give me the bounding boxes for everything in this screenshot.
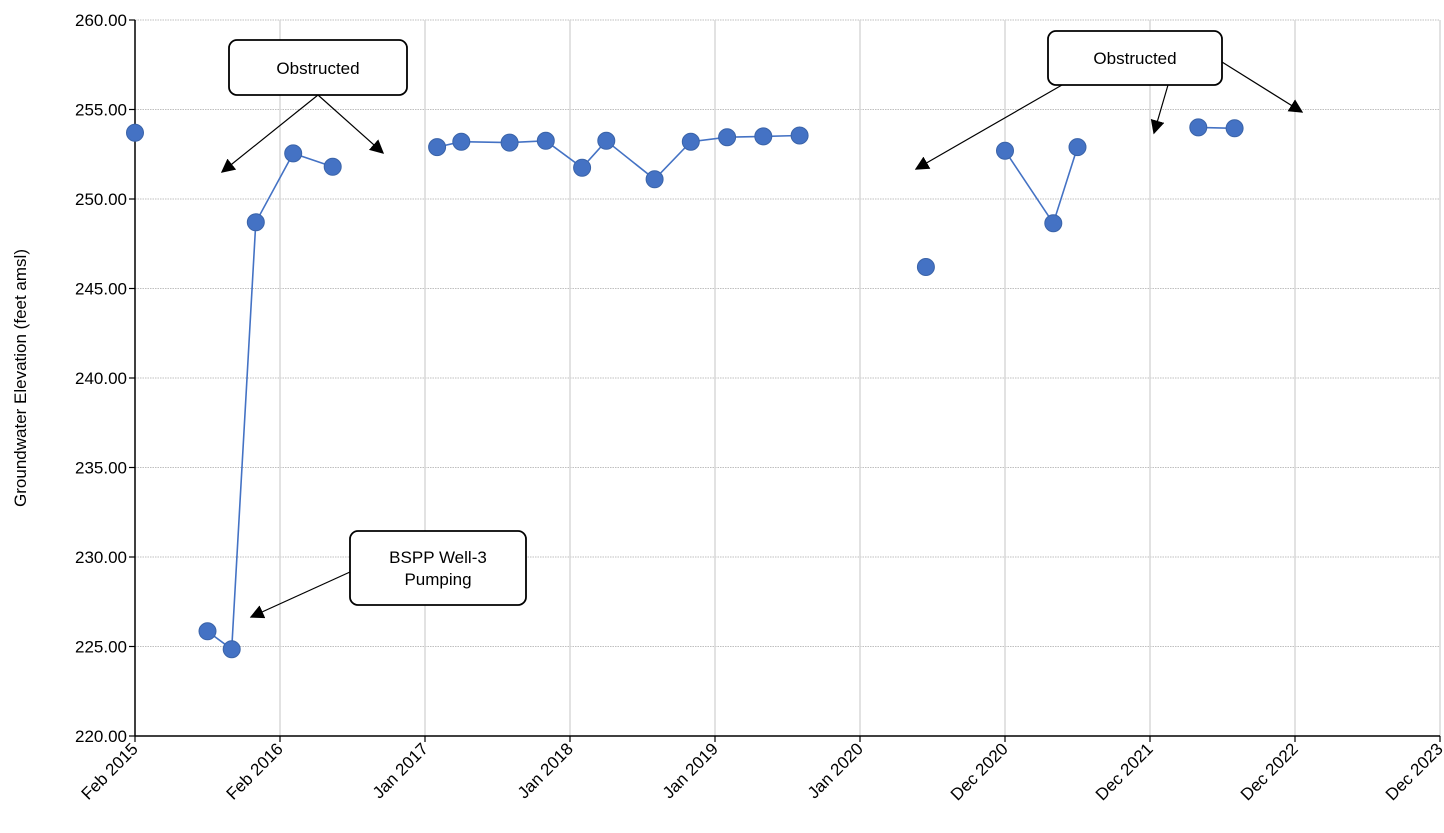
data-point bbox=[1044, 214, 1063, 233]
annotation-label: Obstructed bbox=[1093, 49, 1176, 68]
annotations: Obstructed Obstructed BSPP Well-3 Pumping bbox=[220, 30, 1304, 619]
data-point bbox=[428, 138, 447, 157]
x-tick-label: Feb 2016 bbox=[223, 739, 287, 803]
x-tick-label: Jan 2020 bbox=[804, 739, 867, 802]
data-point bbox=[790, 126, 809, 145]
y-axis-label: Groundwater Elevation (feet amsl) bbox=[11, 249, 30, 507]
y-tick-label: 225.00 bbox=[75, 638, 127, 657]
x-tick-label: Dec 2023 bbox=[1382, 739, 1444, 804]
annotation-label: Obstructed bbox=[276, 59, 359, 78]
data-point bbox=[500, 133, 519, 152]
obstructed-callout-1: Obstructed bbox=[220, 39, 408, 173]
data-point bbox=[536, 131, 555, 150]
y-tick-label: 260.00 bbox=[75, 11, 127, 30]
data-point bbox=[198, 622, 217, 641]
y-tick-label: 255.00 bbox=[75, 101, 127, 120]
data-point bbox=[222, 640, 241, 659]
x-tick-label: Jan 2019 bbox=[659, 739, 722, 802]
data-point bbox=[718, 128, 737, 147]
data-point bbox=[573, 158, 592, 177]
gridlines bbox=[135, 19, 1441, 736]
series-line bbox=[207, 152, 333, 651]
y-tick-label: 245.00 bbox=[75, 280, 127, 299]
x-tick-labels: Feb 2015 Feb 2016 Jan 2017 Jan 2018 Jan 2019… bbox=[78, 739, 1444, 804]
data-point bbox=[1189, 118, 1208, 137]
data-point bbox=[597, 131, 616, 150]
y-tick-label: 230.00 bbox=[75, 548, 127, 567]
series-line bbox=[1004, 146, 1079, 226]
data-point bbox=[126, 123, 144, 142]
x-tick-label: Jan 2018 bbox=[514, 739, 577, 802]
data-point bbox=[645, 170, 664, 189]
data-point bbox=[452, 132, 471, 151]
data-point bbox=[1225, 119, 1244, 138]
obstructed-callout-2: Obstructed bbox=[914, 30, 1304, 170]
data-point bbox=[284, 144, 303, 163]
y-tick-labels: 220.00 225.00 230.00 235.00 240.00 245.00 250.… bbox=[75, 11, 127, 746]
y-tick-label: 235.00 bbox=[75, 459, 127, 478]
pumping-callout: BSPP Well-3 Pumping bbox=[249, 530, 527, 619]
data-point bbox=[1068, 138, 1087, 157]
x-tick-label: Feb 2015 bbox=[78, 739, 142, 803]
data-point bbox=[996, 141, 1014, 160]
x-tick-label: Dec 2021 bbox=[1092, 739, 1157, 804]
data-point bbox=[323, 157, 342, 176]
annotation-label: BSPP Well-3 Pumping bbox=[389, 548, 487, 589]
data-point bbox=[681, 132, 700, 151]
y-tick-label: 220.00 bbox=[75, 727, 127, 746]
series-line bbox=[436, 134, 800, 181]
data-series bbox=[126, 118, 1244, 659]
data-point bbox=[754, 127, 773, 146]
data-point bbox=[246, 213, 265, 232]
x-tick-label: Jan 2017 bbox=[369, 739, 432, 802]
data-point bbox=[916, 258, 935, 276]
x-tick-label: Dec 2020 bbox=[947, 739, 1012, 804]
y-tick-label: 250.00 bbox=[75, 190, 127, 209]
x-tick-label: Dec 2022 bbox=[1237, 739, 1302, 804]
y-tick-label: 240.00 bbox=[75, 369, 127, 388]
